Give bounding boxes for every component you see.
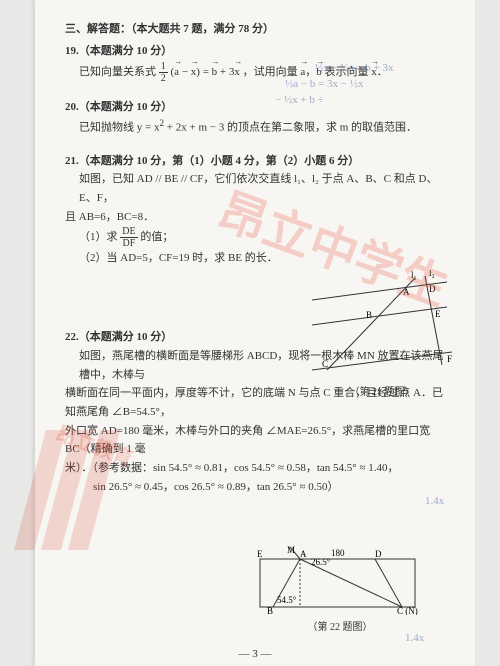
svg-text:D: D [429, 284, 436, 294]
question-21: 21.（本题满分 10 分，第（1）小题 4 分，第（2）小题 6 分） 如图，… [65, 152, 445, 268]
figure-22: M A D E B C (N) 26.5° 54.5° 180 （第 22 题图… [255, 545, 425, 630]
svg-text:C (N): C (N) [397, 606, 418, 615]
q20-body: 已知抛物线 y = x2 + 2x + m − 3 的顶点在第二象限，求 m 的… [65, 116, 445, 137]
handwriting-4: 1.4x [425, 495, 444, 507]
handwriting-1: ½x − ½a = b + 3x [315, 62, 394, 74]
svg-text:54.5°: 54.5° [277, 595, 297, 605]
q19-pre: 已知向量关系式 [79, 66, 156, 78]
q22-p3: 外口宽 AD=180 毫米，木棒与外口的夹角 ∠MAE=26.5°，求燕尾槽的里… [65, 422, 445, 459]
vec-a: a [174, 63, 179, 82]
handwriting-5: 1.4x [405, 632, 424, 644]
handwriting-2: ½a − b = 3x − ½x [285, 78, 364, 90]
q19-head: 19.（本题满分 10 分） [65, 42, 445, 61]
svg-text:A: A [403, 287, 410, 297]
page-number: — 3 — [35, 648, 475, 660]
vec-b: b [212, 63, 218, 82]
q19-coef: 1 2 [159, 61, 168, 84]
svg-text:180: 180 [331, 548, 345, 558]
q21-head: 21.（本题满分 10 分，第（1）小题 4 分，第（2）小题 6 分） [65, 152, 445, 171]
section-title: 三、解答题：（本大题共 7 题，满分 78 分） [65, 20, 445, 36]
q21-frac: DE DF [120, 226, 137, 249]
handwriting-3: − ½x + b ÷ [275, 94, 324, 106]
q19-post: ，试用向量 [243, 66, 298, 78]
svg-text:l₁: l₁ [411, 270, 417, 280]
svg-text:D: D [375, 549, 382, 559]
svg-text:B: B [267, 606, 273, 615]
q21-sub2: （2）当 AD=5，CF=19 时，求 BE 的长． [65, 249, 445, 268]
exam-page: 三、解答题：（本大题共 7 题，满分 78 分） 19.（本题满分 10 分） … [35, 0, 475, 666]
svg-text:C: C [322, 359, 328, 369]
q21-sub1: （1）求 DE DF 的值； [65, 226, 445, 249]
question-20: 20.（本题满分 10 分） 已知抛物线 y = x2 + 2x + m − 3… [65, 98, 445, 138]
vec-x: x [191, 63, 197, 82]
q20-head: 20.（本题满分 10 分） [65, 98, 445, 117]
svg-text:F: F [447, 354, 452, 364]
svg-text:E: E [257, 549, 263, 559]
svg-text:26.5°: 26.5° [311, 557, 331, 567]
vec-x2: x [234, 63, 240, 82]
fig22-caption: （第 22 题图） [255, 618, 425, 633]
q21-line2: 且 AB=6，BC=8． [65, 208, 445, 227]
fig21-caption: （第 21 题图） [307, 383, 457, 398]
svg-text:E: E [435, 309, 441, 319]
figure-21: l₁ l₂ A B C D E F （第 21 题图） [307, 270, 457, 400]
svg-text:A: A [300, 549, 307, 559]
q21-line1: 如图，已知 AD // BE // CF，它们依次交直线 l₁、l₂ 于点 A、… [65, 170, 445, 207]
svg-text:B: B [366, 310, 372, 320]
svg-text:l₂: l₂ [429, 270, 435, 278]
q22-p4: 米）．（参考数据：sin 54.5° ≈ 0.81，cos 54.5° ≈ 0.… [65, 459, 445, 478]
svg-text:M: M [287, 545, 295, 555]
q22-p5: sin 26.5° ≈ 0.45，cos 26.5° ≈ 0.89，tan 26… [65, 478, 445, 497]
